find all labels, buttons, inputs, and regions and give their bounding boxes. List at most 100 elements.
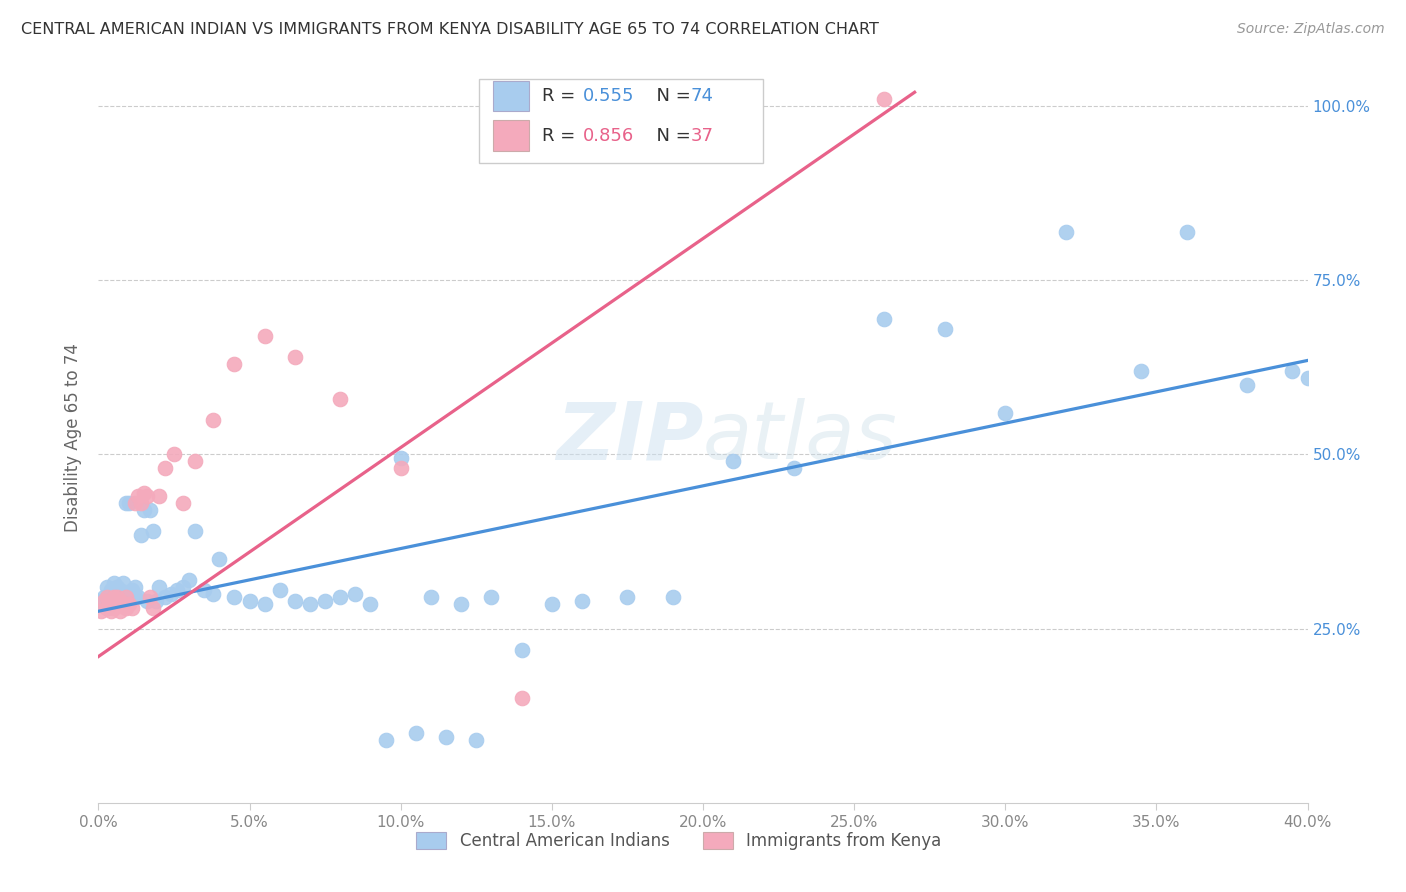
Point	[111, 597, 134, 611]
Point	[114, 591, 136, 605]
Point	[93, 591, 115, 605]
Point	[103, 576, 125, 591]
Point	[121, 600, 143, 615]
Point	[465, 733, 488, 747]
Point	[193, 583, 215, 598]
Point	[184, 454, 207, 468]
Point	[93, 597, 115, 611]
Point	[96, 600, 118, 615]
Point	[153, 461, 176, 475]
Point	[253, 597, 276, 611]
Point	[374, 733, 396, 747]
Point	[540, 597, 562, 611]
Point	[118, 597, 141, 611]
Point	[1130, 364, 1153, 378]
Point	[783, 461, 806, 475]
Text: 74: 74	[690, 87, 714, 105]
Point	[103, 600, 125, 615]
Point	[434, 730, 457, 744]
Point	[93, 594, 115, 608]
Text: N =: N =	[645, 87, 696, 105]
Point	[172, 496, 194, 510]
Point	[420, 591, 443, 605]
Point	[114, 600, 136, 615]
Text: CENTRAL AMERICAN INDIAN VS IMMIGRANTS FROM KENYA DISABILITY AGE 65 TO 74 CORRELA: CENTRAL AMERICAN INDIAN VS IMMIGRANTS FR…	[21, 22, 879, 37]
Point	[405, 726, 427, 740]
Point	[90, 604, 112, 618]
Point	[314, 594, 336, 608]
Point	[118, 587, 141, 601]
Point	[142, 524, 165, 538]
Point	[224, 591, 246, 605]
Point	[510, 691, 533, 706]
Point	[202, 587, 225, 601]
FancyBboxPatch shape	[479, 78, 763, 163]
Text: R =: R =	[543, 87, 581, 105]
Point	[224, 357, 246, 371]
Point	[111, 587, 134, 601]
Point	[121, 583, 143, 598]
Point	[108, 604, 131, 618]
Point	[108, 591, 131, 605]
Point	[124, 591, 146, 605]
Point	[329, 392, 352, 406]
Point	[148, 580, 170, 594]
Point	[96, 580, 118, 594]
Point	[100, 583, 122, 598]
Point	[135, 594, 157, 608]
Point	[299, 597, 322, 611]
Point	[100, 604, 122, 618]
Point	[139, 591, 162, 605]
Point	[100, 591, 122, 605]
Legend: Central American Indians, Immigrants from Kenya: Central American Indians, Immigrants fro…	[409, 825, 948, 856]
Point	[873, 311, 896, 326]
Point	[100, 597, 122, 611]
Point	[179, 573, 201, 587]
Text: ZIP: ZIP	[555, 398, 703, 476]
Point	[129, 496, 152, 510]
Point	[124, 580, 146, 594]
Point	[145, 594, 167, 608]
Point	[269, 583, 291, 598]
Point	[114, 591, 136, 605]
Point	[103, 587, 125, 601]
Point	[284, 350, 307, 364]
Text: 0.856: 0.856	[583, 127, 634, 145]
Point	[344, 587, 367, 601]
Point	[105, 597, 128, 611]
Point	[873, 92, 896, 106]
Point	[172, 580, 194, 594]
Point	[160, 587, 183, 601]
Point	[105, 591, 128, 605]
Y-axis label: Disability Age 65 to 74: Disability Age 65 to 74	[65, 343, 83, 532]
Point	[994, 406, 1017, 420]
Point	[129, 527, 152, 541]
Point	[202, 412, 225, 426]
FancyBboxPatch shape	[492, 80, 529, 112]
Point	[105, 591, 128, 605]
Point	[135, 489, 157, 503]
Point	[108, 594, 131, 608]
Point	[208, 552, 231, 566]
Point	[118, 496, 141, 510]
Point	[616, 591, 638, 605]
Text: N =: N =	[645, 127, 696, 145]
Point	[127, 489, 149, 503]
Point	[127, 591, 149, 605]
Point	[389, 450, 412, 465]
Point	[184, 524, 207, 538]
Point	[132, 503, 155, 517]
Text: atlas: atlas	[703, 398, 898, 476]
Point	[934, 322, 956, 336]
Text: R =: R =	[543, 127, 581, 145]
Point	[139, 503, 162, 517]
Point	[105, 580, 128, 594]
Point	[239, 594, 262, 608]
Point	[284, 594, 307, 608]
Point	[121, 591, 143, 605]
Point	[90, 594, 112, 608]
Text: 0.555: 0.555	[583, 87, 634, 105]
Point	[111, 576, 134, 591]
Point	[571, 594, 593, 608]
Point	[723, 454, 745, 468]
